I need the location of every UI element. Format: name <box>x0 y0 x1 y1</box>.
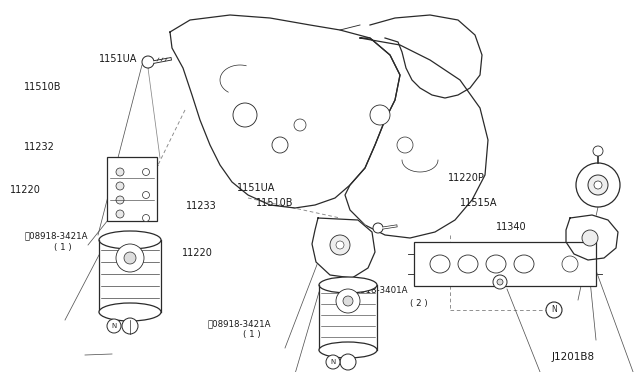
Text: 11520AA: 11520AA <box>326 229 371 238</box>
Text: ⓝ08918-3401A: ⓝ08918-3401A <box>344 286 408 295</box>
Text: 11233: 11233 <box>186 202 216 211</box>
Ellipse shape <box>99 303 161 321</box>
Circle shape <box>122 318 138 334</box>
Circle shape <box>107 319 121 333</box>
Polygon shape <box>566 215 618 260</box>
Text: ( 1 ): ( 1 ) <box>54 243 72 252</box>
FancyBboxPatch shape <box>107 157 157 221</box>
Ellipse shape <box>514 255 534 273</box>
Circle shape <box>272 137 288 153</box>
Ellipse shape <box>486 255 506 273</box>
Text: 11340: 11340 <box>496 222 527 232</box>
Text: 11220: 11220 <box>10 185 40 195</box>
Circle shape <box>336 289 360 313</box>
Circle shape <box>576 163 620 207</box>
Text: 11220P: 11220P <box>448 173 485 183</box>
Ellipse shape <box>458 255 478 273</box>
Circle shape <box>397 137 413 153</box>
Text: ⓝ08918-3421A: ⓝ08918-3421A <box>208 319 271 328</box>
Circle shape <box>143 169 150 176</box>
Ellipse shape <box>99 231 161 249</box>
Circle shape <box>343 296 353 306</box>
Circle shape <box>294 119 306 131</box>
Text: N: N <box>551 305 557 314</box>
Circle shape <box>326 355 340 369</box>
Circle shape <box>124 252 136 264</box>
Circle shape <box>340 354 356 370</box>
Ellipse shape <box>430 255 450 273</box>
FancyBboxPatch shape <box>414 242 596 286</box>
Ellipse shape <box>319 342 377 358</box>
Circle shape <box>330 235 350 255</box>
Circle shape <box>373 223 383 233</box>
Text: 1151UA: 1151UA <box>99 54 138 64</box>
Circle shape <box>142 56 154 68</box>
Circle shape <box>143 192 150 199</box>
Circle shape <box>116 182 124 190</box>
Text: 11510B: 11510B <box>24 83 62 92</box>
Text: 11510B: 11510B <box>256 198 294 208</box>
Circle shape <box>593 146 603 156</box>
Circle shape <box>493 275 507 289</box>
Text: ( 1 ): ( 1 ) <box>243 330 261 339</box>
Circle shape <box>143 215 150 221</box>
Text: 11515A: 11515A <box>460 198 497 208</box>
Circle shape <box>582 230 598 246</box>
Circle shape <box>546 302 562 318</box>
Circle shape <box>116 210 124 218</box>
Circle shape <box>370 105 390 125</box>
Text: ( 2 ): ( 2 ) <box>410 299 428 308</box>
Circle shape <box>336 241 344 249</box>
Circle shape <box>116 244 144 272</box>
Text: J1201B8: J1201B8 <box>552 352 595 362</box>
Circle shape <box>116 168 124 176</box>
Text: 11232: 11232 <box>24 142 55 152</box>
Text: 1151UA: 1151UA <box>237 183 275 193</box>
Text: N: N <box>330 359 335 365</box>
Circle shape <box>116 196 124 204</box>
Text: ⓝ08918-3421A: ⓝ08918-3421A <box>24 232 88 241</box>
Text: 11220: 11220 <box>182 248 213 258</box>
Polygon shape <box>312 218 375 278</box>
Circle shape <box>588 175 608 195</box>
Text: N: N <box>111 323 116 329</box>
Circle shape <box>594 181 602 189</box>
Ellipse shape <box>319 277 377 293</box>
Circle shape <box>497 279 503 285</box>
Circle shape <box>562 256 578 272</box>
Circle shape <box>233 103 257 127</box>
